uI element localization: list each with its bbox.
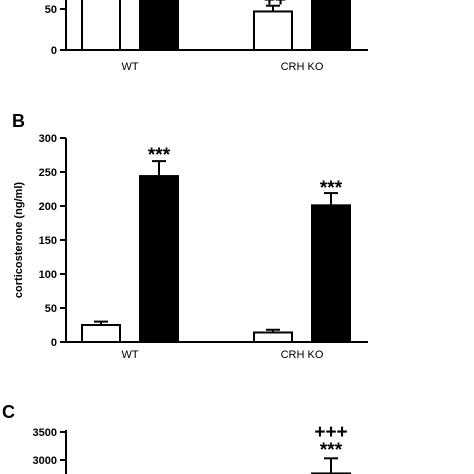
y-tick-label: 150	[39, 235, 57, 247]
y-tick-label: 250	[39, 167, 57, 179]
bar	[139, 0, 179, 51]
y-tick-label: 0	[51, 337, 57, 349]
y-tick-label: 50	[45, 4, 57, 16]
x-category-label: WT	[121, 349, 138, 361]
bar	[81, 324, 121, 343]
y-tick-label: 300	[39, 133, 57, 145]
y-tick-label: 3500	[33, 427, 57, 439]
panel-label-c: C	[2, 402, 15, 422]
x-category-label: WT	[121, 61, 138, 73]
y-tick-label: 50	[45, 303, 57, 315]
y-axis-title: corticosterone (ng/ml)	[13, 182, 25, 298]
panel-label-b: B	[12, 111, 25, 131]
y-tick-label: 200	[39, 201, 57, 213]
significance-marker: +++	[314, 422, 347, 443]
bar	[81, 0, 121, 51]
bar	[311, 204, 351, 343]
bar	[139, 175, 179, 343]
y-tick-label: 0	[51, 45, 57, 57]
x-category-label: CRH KO	[281, 349, 324, 361]
x-category-label: CRH KO	[281, 61, 324, 73]
significance-marker: ***	[148, 145, 171, 166]
y-tick-label: 3000	[33, 455, 57, 467]
bar	[311, 0, 351, 51]
significance-marker: ***	[320, 178, 343, 199]
y-tick-label: 100	[39, 269, 57, 281]
significance-marker: ++	[264, 0, 286, 11]
bar	[253, 331, 293, 344]
bar	[253, 10, 293, 52]
significance-marker: ***	[320, 440, 343, 461]
